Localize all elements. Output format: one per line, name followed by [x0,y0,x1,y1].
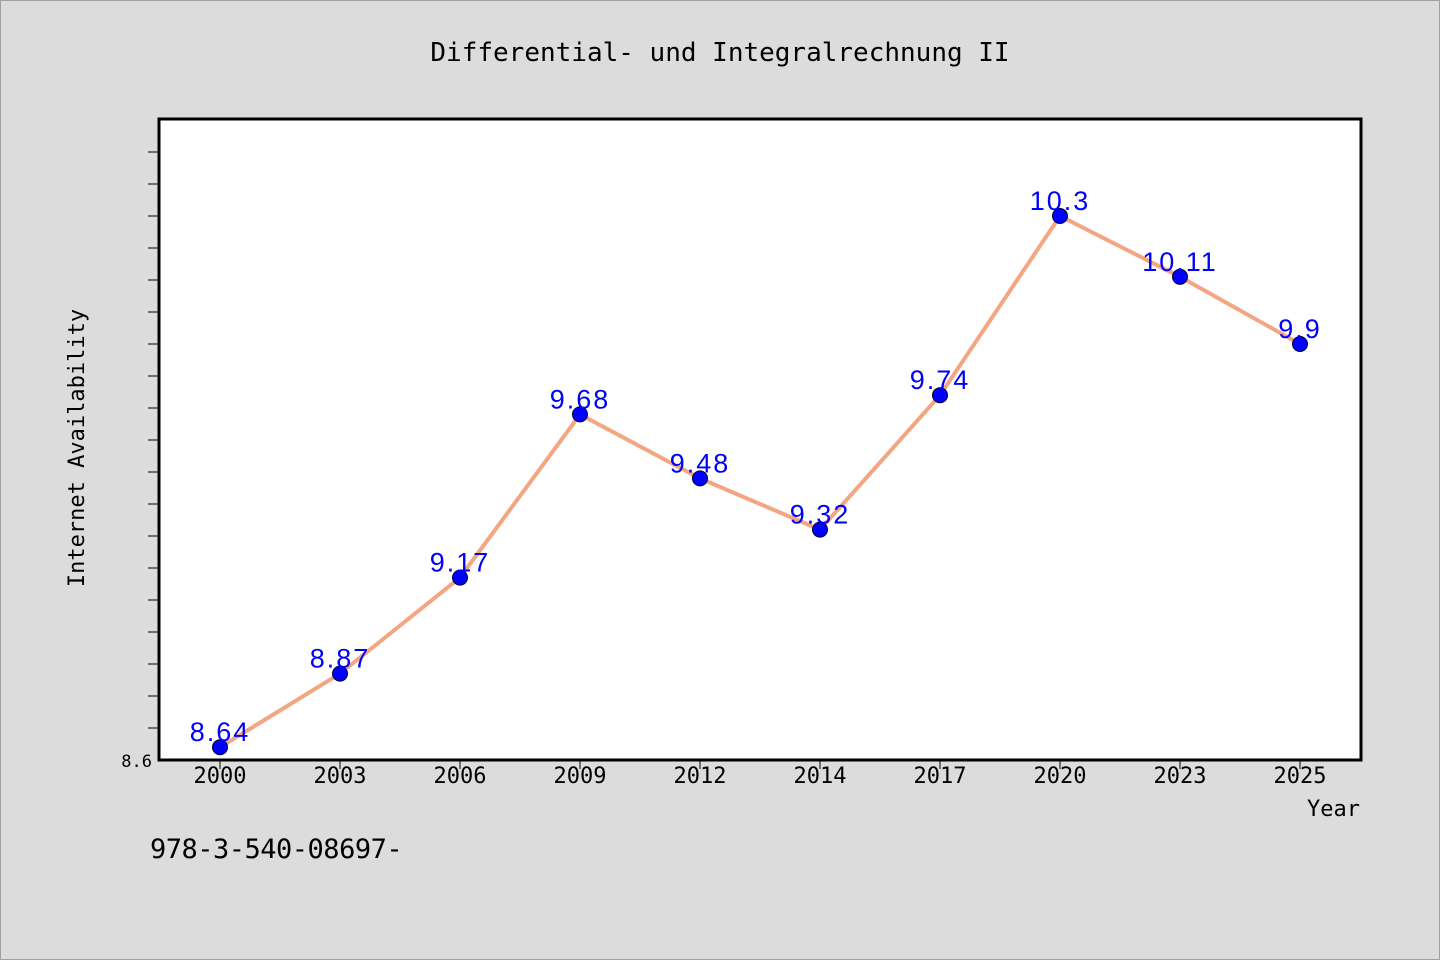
y-axis-ticks [148,151,158,729]
data-point-2025 [1292,336,1308,352]
data-point-2017 [932,387,948,404]
plot-area [157,117,1363,762]
data-point-2003 [332,665,348,682]
data-label-2020: 10.3 [1030,186,1091,216]
x-tick-label-2020: 2020 [1034,764,1087,789]
x-tick-label-2023: 2023 [1154,764,1207,789]
series-data-labels: 8.64 8.87 9.17 9.68 9.48 9.32 9.74 10.3 10.11 9.9 [190,186,1322,747]
x-tick-label-2000: 2000 [194,764,247,789]
data-point-2000 [212,739,228,756]
x-tick-label-2012: 2012 [674,764,727,789]
data-label-2014: 9.32 [790,500,851,530]
data-point-2023 [1172,268,1188,285]
x-tick-label-2025: 2025 [1274,764,1327,789]
x-tick-labels: 2000 2003 2006 2009 2012 2014 2017 2020 2023 2025 [194,764,1327,789]
data-point-2020 [1052,208,1068,224]
x-tick-label-2017: 2017 [914,764,967,789]
x-axis-label: Year [1307,797,1360,822]
data-label-2025: 9.9 [1278,314,1322,344]
x-tick-label-2006: 2006 [434,764,487,789]
chart-title: Differential- und Integralrechnung II [430,38,1009,68]
series-markers [212,208,1308,756]
data-point-2014 [812,521,828,538]
data-point-2012 [692,470,708,487]
data-label-2017: 9.74 [910,365,971,395]
series-line [218,214,1302,750]
data-point-2009 [572,406,588,423]
x-axis-ticks [219,761,1301,769]
x-tick-label-2003: 2003 [314,764,367,789]
data-point-2006 [452,569,468,586]
x-tick-label-2014: 2014 [794,764,847,789]
footer-isbn-text: 978-3-540-08697- [150,834,403,865]
data-label-2006: 9.17 [430,548,491,578]
y-tick-label-min: 8.6 [121,752,152,772]
data-label-2023: 10.11 [1142,247,1218,277]
data-label-2003: 8.87 [310,644,371,674]
data-label-2009: 9.68 [550,384,611,414]
data-label-2012: 9.48 [670,448,731,478]
x-tick-label-2009: 2009 [554,764,607,789]
data-label-2000: 8.64 [190,717,251,747]
y-axis-label: Internet Availability [65,309,90,587]
